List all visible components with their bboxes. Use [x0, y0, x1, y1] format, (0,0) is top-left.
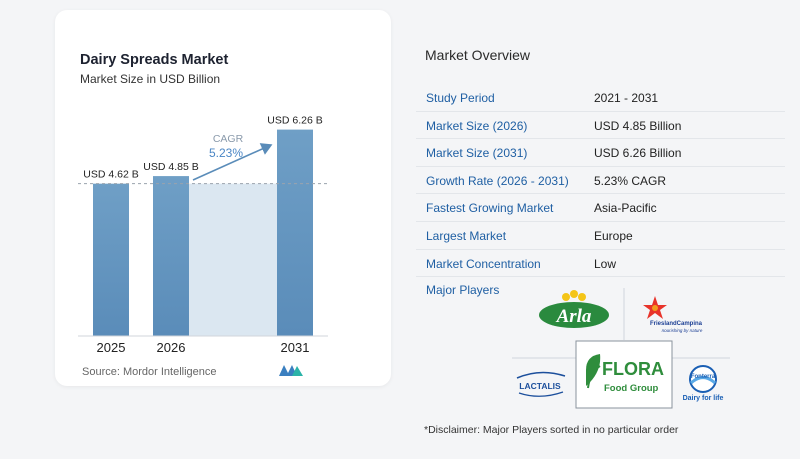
cagr-arrow	[192, 143, 273, 181]
x-tick-label: 2031	[281, 340, 310, 355]
flora-food-group-logo-icon: FLORA Food Group	[586, 354, 664, 394]
arla-logo-text: Arla	[556, 306, 592, 327]
overview-row-largest-market: Largest Market Europe	[416, 222, 785, 250]
cagr-value: 5.23%	[209, 146, 243, 160]
fonterra-logo-icon: Fonterra Dairy for life	[683, 365, 724, 402]
bar-2025	[93, 183, 129, 336]
overview-row-market-size-2026: Market Size (2026) USD 4.85 Billion	[416, 112, 785, 140]
x-tick-label: 2026	[157, 340, 186, 355]
bar-value-label: USD 4.62 B	[83, 169, 138, 181]
disclaimer-text: *Disclaimer: Major Players sorted in no …	[424, 424, 679, 436]
overview-row-market-size-2031: Market Size (2031) USD 6.26 Billion	[416, 139, 785, 167]
major-players-label: Major Players	[426, 283, 500, 297]
lactalis-logo-icon: LACTALIS	[516, 371, 566, 397]
overview-value: 5.23% CAGR	[594, 173, 667, 188]
overview-table: Study Period 2021 - 2031 Market Size (20…	[416, 84, 785, 278]
bar-2026	[153, 176, 189, 336]
bar-2031	[277, 129, 313, 336]
overview-label: Growth Rate (2026 - 2031)	[426, 173, 569, 188]
overview-value: 2021 - 2031	[594, 91, 659, 105]
flora-logo-text: FLORA	[602, 359, 664, 379]
overview-label: Market Size (2031)	[426, 146, 528, 161]
overview-label: Study Period	[426, 91, 495, 105]
cagr-label: CAGR	[213, 133, 244, 145]
overview-label: Market Size (2026)	[426, 118, 528, 133]
overview-row-concentration: Market Concentration Low	[416, 250, 785, 278]
frieslandcampina-logo-icon: FrieslandCampina nourishing by nature	[643, 296, 703, 333]
fonterra-logo-text: Fonterra	[691, 374, 716, 380]
chart-subtitle: Market Size in USD Billion	[80, 72, 221, 86]
overview-value: USD 6.26 Billion	[594, 146, 682, 161]
cagr-band	[189, 183, 277, 336]
mordor-intelligence-logo-icon	[279, 365, 303, 376]
chart-title: Dairy Spreads Market	[80, 52, 229, 68]
bar-value-label: USD 4.85 B	[143, 161, 198, 173]
overview-title: Market Overview	[425, 47, 531, 63]
overview-label: Market Concentration	[426, 256, 541, 271]
lactalis-logo-text: LACTALIS	[519, 381, 561, 391]
overview-value: Europe	[594, 228, 633, 243]
overview-row-study-period: Study Period 2021 - 2031	[416, 84, 785, 112]
x-tick-label: 2025	[97, 340, 126, 355]
overview-value: Low	[594, 256, 617, 271]
overview-value: USD 4.85 Billion	[594, 118, 682, 133]
source-text: Source: Mordor Intelligence	[82, 366, 217, 378]
overview-row-fastest-growing: Fastest Growing Market Asia-Pacific	[416, 194, 785, 222]
arla-logo-icon: Arla	[539, 290, 609, 328]
overview-label: Largest Market	[426, 228, 507, 243]
frieslandcampina-tagline: nourishing by nature	[662, 328, 703, 333]
flora-logo-subtext: Food Group	[604, 383, 659, 394]
overview-value: Asia-Pacific	[594, 201, 657, 216]
frieslandcampina-logo-text: FrieslandCampina	[650, 321, 703, 327]
overview-label: Fastest Growing Market	[426, 201, 554, 216]
bar-value-label: USD 6.26 B	[267, 115, 322, 127]
overview-row-growth-rate: Growth Rate (2026 - 2031) 5.23% CAGR	[416, 167, 785, 195]
fonterra-tagline: Dairy for life	[683, 395, 724, 402]
